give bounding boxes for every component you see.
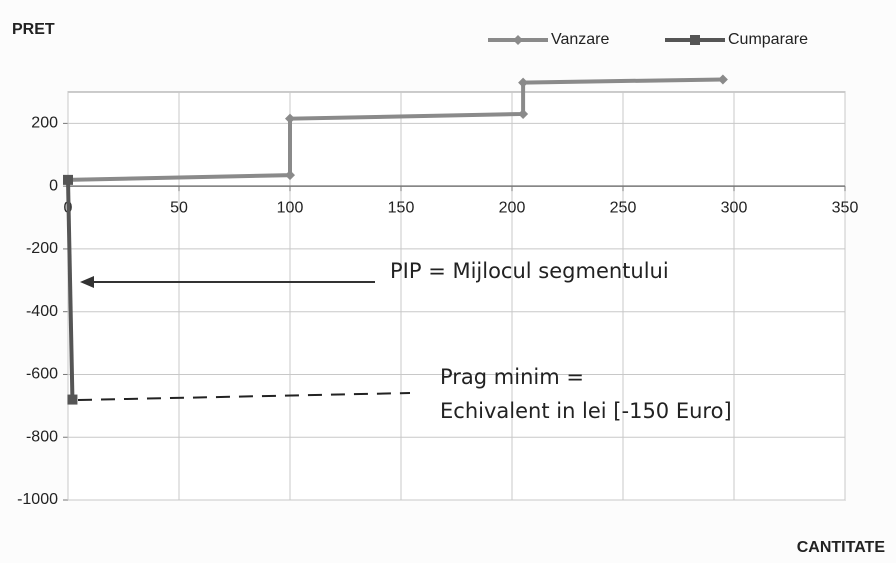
annotation: PIP = Mijlocul segmentului (390, 259, 669, 283)
marker (717, 74, 728, 85)
series-line (67, 77, 723, 182)
annotation: Prag minim = (440, 365, 584, 389)
y-axis-label: PRET (12, 21, 55, 38)
marker (518, 108, 529, 119)
marker (285, 113, 295, 124)
x-tick-label: 350 (832, 199, 859, 216)
y-tick-label: -600 (26, 366, 58, 383)
threshold-line (77, 392, 411, 401)
y-tick-label: -400 (26, 303, 58, 320)
x-tick-label: 250 (610, 199, 637, 216)
plot-area (67, 91, 846, 501)
marker (67, 394, 78, 405)
y-tick-label: -800 (26, 428, 58, 445)
y-tick-label: -200 (26, 240, 58, 257)
legend-marker (513, 35, 523, 45)
legend-label: Vanzare (551, 31, 610, 48)
legend-marker (690, 35, 700, 45)
arrow-head (80, 276, 94, 288)
marker (518, 77, 529, 88)
series-line (66, 179, 75, 400)
legend-label: Cumparare (728, 31, 808, 48)
annotation: Echivalent in lei [-150 Euro] (440, 399, 732, 423)
x-tick-label: 150 (388, 199, 415, 216)
x-tick-label: 300 (721, 199, 748, 216)
x-axis-label: CANTITATE (797, 539, 886, 556)
y-tick-label: 0 (49, 177, 58, 194)
marker (63, 174, 73, 185)
x-tick-label: 50 (170, 199, 188, 216)
marker (285, 170, 295, 181)
y-tick-label: -1000 (17, 491, 58, 508)
y-tick-label: 200 (31, 115, 58, 132)
x-tick-label: 200 (499, 199, 526, 216)
x-tick-label: 100 (277, 199, 304, 216)
